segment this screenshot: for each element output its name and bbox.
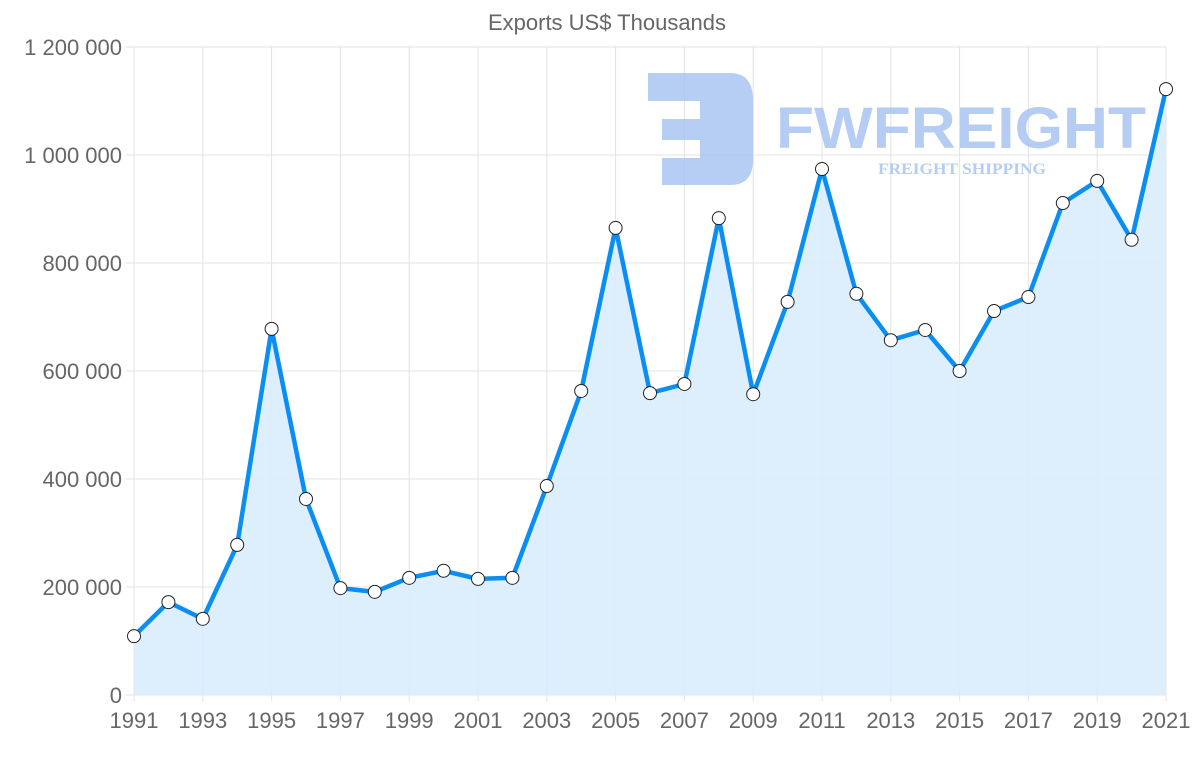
data-point[interactable] [367, 584, 382, 599]
x-tick-label: 2017 [1004, 708, 1053, 733]
data-point[interactable] [643, 386, 657, 401]
x-tick-label: 1991 [110, 708, 159, 733]
y-tick-label: 200 000 [42, 575, 122, 600]
data-point[interactable] [195, 611, 210, 626]
data-point[interactable] [711, 211, 726, 226]
data-point[interactable] [780, 294, 795, 309]
x-tick-label: 1999 [385, 708, 434, 733]
data-point[interactable] [952, 364, 967, 378]
data-point[interactable] [883, 333, 898, 348]
data-point[interactable] [436, 563, 451, 578]
data-point[interactable] [608, 220, 623, 235]
data-points [127, 82, 1173, 644]
data-point[interactable] [539, 479, 554, 494]
watermark-tagline: FREIGHT SHIPPING [878, 161, 1047, 178]
y-tick-label: 0 [110, 683, 122, 708]
data-point[interactable] [746, 387, 761, 402]
data-point[interactable] [815, 162, 829, 177]
data-point[interactable] [333, 581, 348, 596]
area-fill [134, 89, 1166, 696]
data-point[interactable] [505, 570, 520, 585]
x-tick-label: 2009 [729, 708, 778, 733]
data-point[interactable] [1090, 173, 1105, 188]
x-tick-label: 2015 [935, 708, 984, 733]
fwfreight-watermark-logo: FWFREIGHT FREIGHT SHIPPING [648, 73, 1146, 185]
x-axis-ticks: 1991 1993 1995 1997 1999 2001 2003 2005 2007 2009… [110, 708, 1191, 733]
x-tick-label: 2005 [591, 708, 640, 733]
data-point[interactable] [299, 491, 313, 506]
x-tick-label: 2019 [1073, 708, 1122, 733]
data-point[interactable] [574, 383, 589, 398]
x-tick-label: 2007 [660, 708, 709, 733]
data-point[interactable] [1159, 82, 1173, 97]
data-point[interactable] [1055, 196, 1070, 211]
y-axis-ticks: 0 200 000 400 000 600 000 800 000 1 000 000 1 … [24, 35, 122, 708]
data-point[interactable] [402, 570, 417, 585]
x-tick-label: 1993 [178, 708, 227, 733]
x-tick-label: 2011 [798, 708, 845, 733]
y-tick-label: 1 200 000 [24, 35, 122, 60]
data-point[interactable] [1124, 232, 1139, 247]
x-tick-label: 1997 [316, 708, 365, 733]
y-tick-label: 400 000 [42, 467, 122, 492]
x-tick-label: 1995 [247, 708, 296, 733]
data-point[interactable] [1021, 290, 1036, 305]
watermark-brand: FWFREIGHT [776, 96, 1146, 161]
y-tick-label: 800 000 [42, 251, 122, 276]
x-tick-label: 2003 [522, 708, 571, 733]
logo-mark-icon [648, 73, 753, 185]
y-tick-label: 600 000 [42, 359, 122, 384]
data-point[interactable] [677, 376, 692, 391]
chart-title: Exports US$ Thousands [488, 10, 726, 35]
x-tick-label: 2021 [1142, 708, 1191, 733]
y-tick-label: 1 000 000 [24, 143, 122, 168]
data-point[interactable] [230, 537, 245, 552]
data-point[interactable] [127, 629, 141, 644]
data-point[interactable] [987, 304, 1001, 319]
data-point[interactable] [918, 322, 933, 337]
data-point[interactable] [161, 595, 176, 610]
x-tick-label: 2013 [866, 708, 915, 733]
x-tick-label: 2001 [454, 708, 503, 733]
data-point[interactable] [264, 321, 279, 336]
data-point[interactable] [471, 571, 485, 586]
data-point[interactable] [849, 286, 864, 301]
